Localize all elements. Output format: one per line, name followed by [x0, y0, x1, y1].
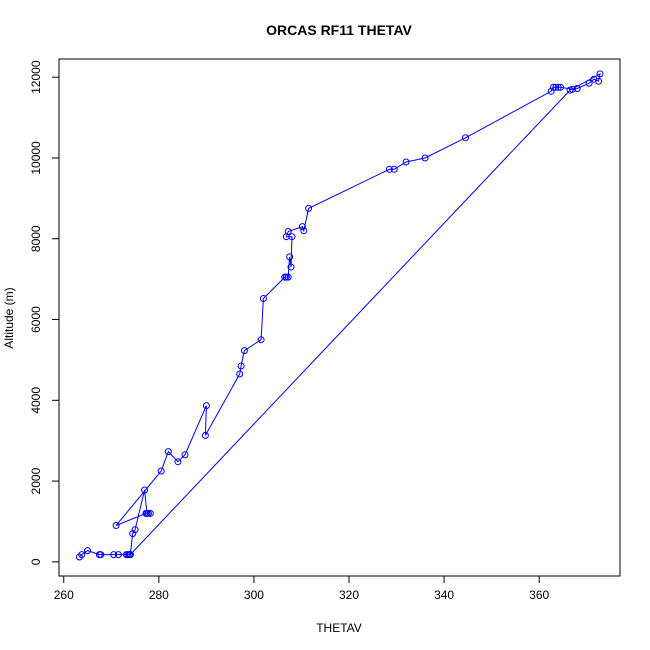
- x-tick-label: 320: [339, 588, 359, 602]
- data-point: [97, 551, 105, 559]
- data-point: [78, 551, 86, 559]
- data-point: [596, 70, 604, 78]
- data-point: [131, 526, 139, 534]
- data-point: [75, 553, 83, 561]
- data-point: [164, 448, 172, 456]
- data-point: [146, 509, 154, 517]
- data-point: [284, 228, 292, 235]
- plot-frame: [58, 58, 621, 577]
- data-point: [157, 467, 165, 475]
- y-tick-label: 4000: [29, 387, 43, 414]
- data-point: [202, 402, 210, 410]
- data-point: [554, 83, 562, 91]
- data-point: [181, 451, 189, 459]
- y-tick-label: 6000: [29, 306, 43, 333]
- data-point: [257, 336, 265, 344]
- data-point: [114, 551, 122, 559]
- y-tick-label: 2000: [29, 467, 43, 494]
- data-point: [566, 86, 574, 94]
- data-point: [402, 158, 410, 166]
- x-axis-label: THETAV: [316, 621, 362, 635]
- data-point: [585, 79, 593, 87]
- x-tick-label: 280: [149, 588, 169, 602]
- series-points: [75, 70, 604, 561]
- data-point: [547, 87, 555, 95]
- series-lines: [79, 72, 601, 558]
- data-point: [298, 223, 306, 231]
- data-point: [305, 204, 313, 212]
- y-tick-label: 10000: [29, 141, 43, 175]
- x-tick-label: 360: [529, 588, 549, 602]
- data-point: [112, 522, 120, 529]
- data-point: [590, 75, 598, 83]
- y-tick-label: 8000: [29, 225, 43, 252]
- x-tick-label: 340: [434, 588, 454, 602]
- x-tick-label: 260: [54, 588, 74, 602]
- data-point: [557, 83, 565, 91]
- data-point: [259, 295, 267, 302]
- y-axis-label: Altitude (m): [2, 287, 16, 348]
- data-point: [237, 362, 245, 370]
- data-point: [287, 263, 295, 271]
- data-point: [141, 486, 149, 494]
- data-point: [201, 431, 209, 439]
- data-point: [552, 83, 560, 91]
- data-point: [462, 134, 469, 142]
- data-point: [421, 154, 429, 162]
- x-axis: 260 280 300 320 340 360: [54, 576, 550, 602]
- data-point: [284, 273, 292, 281]
- y-tick-label: 12000: [29, 60, 43, 94]
- data-point: [286, 253, 294, 261]
- data-point: [573, 85, 581, 92]
- y-tick-label: 0: [29, 558, 43, 565]
- data-point: [240, 347, 248, 355]
- series-line: [79, 72, 601, 558]
- data-point: [236, 370, 244, 378]
- data-point: [595, 77, 603, 85]
- data-point: [84, 547, 91, 555]
- data-point: [110, 551, 118, 559]
- chart-title: ORCAS RF11 THETAV: [266, 22, 412, 38]
- data-point: [385, 165, 393, 173]
- x-tick-label: 300: [244, 588, 264, 602]
- data-point: [390, 165, 398, 173]
- data-point: [142, 509, 150, 517]
- y-axis: 0 2000 4000 6000 8000 10000 12000: [29, 60, 59, 565]
- data-point: [282, 273, 290, 281]
- data-point: [549, 83, 557, 91]
- data-point: [174, 458, 182, 466]
- data-point: [126, 551, 134, 559]
- data-point: [144, 509, 152, 517]
- data-point: [300, 227, 308, 235]
